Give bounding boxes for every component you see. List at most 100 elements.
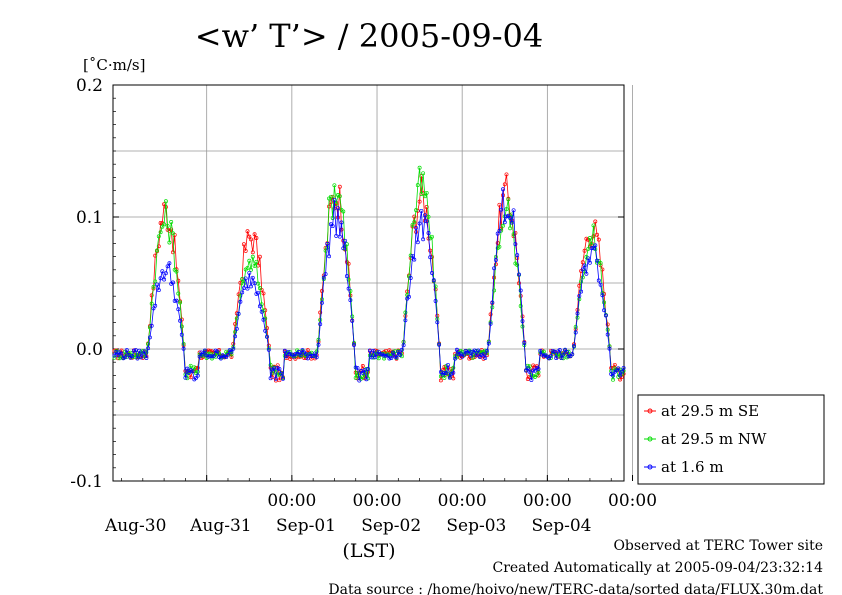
data-point — [495, 231, 500, 236]
data-point — [511, 208, 516, 213]
data-point — [254, 259, 259, 264]
data-point — [179, 332, 184, 337]
data-point — [541, 353, 546, 358]
data-point — [497, 202, 502, 207]
data-point — [305, 348, 310, 353]
data-point — [210, 356, 214, 361]
grid — [113, 85, 633, 481]
data-point — [245, 229, 250, 234]
data-point — [186, 370, 191, 375]
x-tick-date-label: Aug-31 — [189, 516, 251, 536]
data-point — [188, 375, 193, 380]
data-point — [522, 341, 527, 345]
data-point — [343, 238, 348, 243]
data-point — [389, 356, 394, 361]
data-point — [163, 199, 168, 204]
series-0 — [112, 172, 626, 383]
data-point — [158, 221, 163, 225]
data-point — [596, 278, 601, 283]
data-point — [447, 375, 452, 380]
data-point — [488, 321, 493, 326]
data-point — [226, 352, 230, 357]
data-point — [257, 304, 262, 309]
data-point — [312, 351, 317, 356]
x-axis-label: (LST) — [342, 540, 395, 562]
data-point — [190, 369, 195, 374]
data-point — [162, 277, 167, 282]
data-point — [171, 250, 175, 255]
data-point — [174, 298, 179, 303]
data-point — [508, 216, 513, 220]
data-point — [458, 351, 463, 356]
data-point — [401, 343, 406, 348]
data-point — [149, 293, 154, 298]
data-point — [155, 282, 159, 287]
data-point — [618, 377, 623, 382]
data-point — [412, 220, 417, 225]
data-point — [158, 276, 163, 281]
data-point — [215, 349, 220, 354]
data-point — [275, 372, 280, 377]
legend: at 29.5 m SE at 29.5 m NW at 1.6 m — [637, 394, 825, 485]
data-point — [492, 266, 497, 271]
data-point — [123, 355, 128, 360]
data-point — [155, 248, 159, 253]
data-point — [619, 369, 624, 374]
data-point — [362, 368, 367, 373]
data-point — [367, 348, 372, 353]
data-point — [453, 356, 458, 361]
data-point — [355, 365, 360, 370]
data-point — [417, 221, 422, 226]
y-tick-label: 0.1 — [76, 208, 103, 228]
data-point — [382, 353, 387, 358]
data-point — [208, 348, 213, 353]
data-point — [167, 240, 172, 245]
data-point — [376, 349, 381, 354]
data-point — [591, 223, 596, 228]
data-point — [151, 284, 156, 289]
data-point — [162, 222, 167, 227]
data-point — [497, 229, 502, 233]
data-point — [492, 275, 497, 280]
data-point — [325, 242, 330, 246]
x-tick-date-label: Sep-01 — [276, 516, 336, 536]
data-point — [165, 223, 170, 228]
data-point — [391, 350, 395, 355]
data-point — [201, 352, 206, 357]
data-point — [525, 366, 530, 371]
data-point — [403, 318, 408, 323]
legend-swatch-marker — [647, 408, 653, 414]
data-point — [334, 233, 339, 238]
data-point — [265, 334, 269, 339]
data-point — [195, 373, 200, 378]
data-point — [534, 372, 539, 377]
data-point — [165, 264, 170, 269]
data-point — [305, 356, 310, 361]
data-point — [124, 348, 129, 353]
data-point — [570, 352, 575, 357]
data-point — [426, 214, 431, 219]
data-point — [582, 263, 587, 268]
data-point — [520, 319, 525, 324]
data-point — [422, 194, 427, 199]
data-point — [146, 346, 151, 351]
data-point — [156, 288, 161, 293]
data-point — [298, 353, 303, 358]
data-point — [330, 216, 335, 220]
data-point — [589, 246, 594, 251]
data-point — [337, 234, 342, 239]
data-point — [282, 348, 287, 353]
data-point — [591, 234, 596, 239]
data-point — [527, 369, 532, 374]
data-point — [178, 318, 183, 323]
data-point — [273, 376, 278, 381]
data-point — [332, 183, 337, 188]
data-point — [584, 271, 589, 276]
data-point — [485, 348, 489, 353]
data-point — [415, 183, 420, 188]
data-point — [263, 328, 268, 333]
data-point — [587, 236, 592, 240]
data-point — [208, 353, 213, 358]
data-point — [488, 312, 493, 317]
data-point — [525, 363, 530, 368]
